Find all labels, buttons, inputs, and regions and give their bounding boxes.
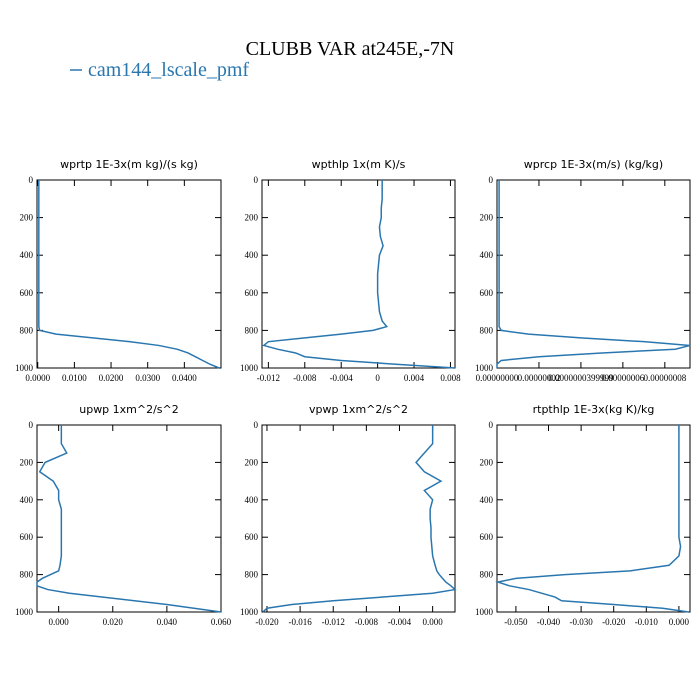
x-tick-label: 0.000	[423, 617, 444, 627]
x-tick-label: -0.004	[330, 373, 354, 383]
y-tick-label: 0	[29, 175, 34, 185]
x-tick-label: -0.030	[569, 617, 593, 627]
plot-frame	[36, 424, 222, 613]
x-tick-label: 0.00000006	[601, 373, 644, 383]
x-tick-label: 0.00000000	[476, 373, 519, 383]
x-tick-label: 0	[375, 373, 380, 383]
x-tick-label: 0.0300	[135, 373, 160, 383]
y-tick-label: 0	[489, 175, 494, 185]
x-tick-label: 0.0000000399999	[548, 373, 614, 383]
y-tick-label: 200	[245, 457, 259, 467]
y-tick-label: 1000	[475, 363, 494, 373]
y-tick-label: 600	[245, 288, 259, 298]
y-tick-label: 400	[480, 495, 494, 505]
x-tick-label: 0.004	[404, 373, 425, 383]
y-tick-label: 1000	[240, 363, 259, 373]
x-tick-label: 0.040	[157, 617, 178, 627]
y-tick-label: 400	[245, 495, 259, 505]
data-line	[36, 425, 222, 613]
y-tick-label: 600	[480, 532, 494, 542]
data-line	[262, 180, 456, 369]
plot-frame	[261, 424, 456, 613]
plot-frame	[496, 179, 691, 369]
y-tick-label: 200	[20, 213, 34, 223]
y-tick-label: 800	[480, 325, 494, 335]
panel-title: wprtp 1E-3x(m kg)/(s kg)	[60, 158, 198, 171]
x-tick-label: -0.008	[293, 373, 317, 383]
plot-frame	[261, 179, 456, 369]
x-tick-label: 0.008	[440, 373, 461, 383]
x-tick-label: -0.040	[537, 617, 561, 627]
y-tick-label: 200	[480, 457, 494, 467]
x-tick-label: 0.00000008	[643, 373, 686, 383]
y-tick-label: 400	[480, 250, 494, 260]
y-tick-label: 1000	[15, 363, 34, 373]
y-tick-label: 400	[20, 250, 34, 260]
y-tick-label: 800	[20, 325, 34, 335]
y-tick-label: 400	[20, 495, 34, 505]
data-line	[496, 180, 691, 368]
x-tick-label: 0.0200	[99, 373, 124, 383]
legend-label: cam144_lscale_pmf	[88, 59, 249, 81]
x-tick-label: 0.000	[49, 617, 70, 627]
x-tick-label: -0.050	[504, 617, 528, 627]
y-tick-label: 200	[245, 213, 259, 223]
x-tick-label: 0.0400	[172, 373, 197, 383]
y-tick-label: 0	[254, 420, 259, 430]
y-tick-label: 400	[245, 250, 259, 260]
x-tick-label: 0.00000002	[518, 373, 561, 383]
y-tick-label: 600	[245, 532, 259, 542]
y-tick-label: 0	[254, 175, 259, 185]
y-tick-label: 800	[20, 570, 34, 580]
x-tick-label: 0.000	[669, 617, 690, 627]
x-tick-label: -0.012	[322, 617, 345, 627]
x-tick-label: -0.020	[255, 617, 279, 627]
panel-title: wpthlp 1x(m K)/s	[312, 158, 406, 171]
y-tick-label: 800	[480, 570, 494, 580]
plot-frame	[36, 179, 222, 369]
y-tick-label: 600	[20, 288, 34, 298]
x-tick-label: -0.008	[355, 617, 379, 627]
plot-frame	[496, 424, 691, 613]
data-line	[38, 180, 220, 369]
y-tick-label: 1000	[475, 607, 494, 617]
x-tick-label: 0.0000	[25, 373, 50, 383]
y-tick-label: 600	[480, 288, 494, 298]
panel-title: vpwp 1xm^2/s^2	[309, 403, 408, 416]
x-tick-label: 0.0100	[62, 373, 87, 383]
x-tick-label: -0.016	[288, 617, 312, 627]
x-tick-label: 0.060	[211, 617, 232, 627]
data-line	[495, 425, 689, 613]
panel-title: upwp 1xm^2/s^2	[79, 403, 179, 416]
y-tick-label: 800	[245, 570, 259, 580]
y-tick-label: 200	[480, 213, 494, 223]
x-tick-label: -0.020	[602, 617, 626, 627]
y-tick-label: 0	[489, 420, 494, 430]
data-line	[262, 425, 457, 613]
y-tick-label: 1000	[240, 607, 259, 617]
y-tick-label: 600	[20, 532, 34, 542]
x-tick-label: -0.010	[635, 617, 659, 627]
y-tick-label: 200	[20, 457, 34, 467]
panel-title: wprcp 1E-3x(m/s) (kg/kg)	[524, 158, 663, 171]
y-tick-label: 0	[29, 420, 34, 430]
x-tick-label: -0.012	[257, 373, 280, 383]
y-tick-label: 1000	[15, 607, 34, 617]
y-tick-label: 800	[245, 325, 259, 335]
x-tick-label: -0.004	[388, 617, 412, 627]
panel-title: rtpthlp 1E-3x(kg K)/kg	[533, 403, 655, 416]
x-tick-label: 0.020	[103, 617, 124, 627]
figure-title: CLUBB VAR at245E,-7N	[246, 38, 455, 60]
